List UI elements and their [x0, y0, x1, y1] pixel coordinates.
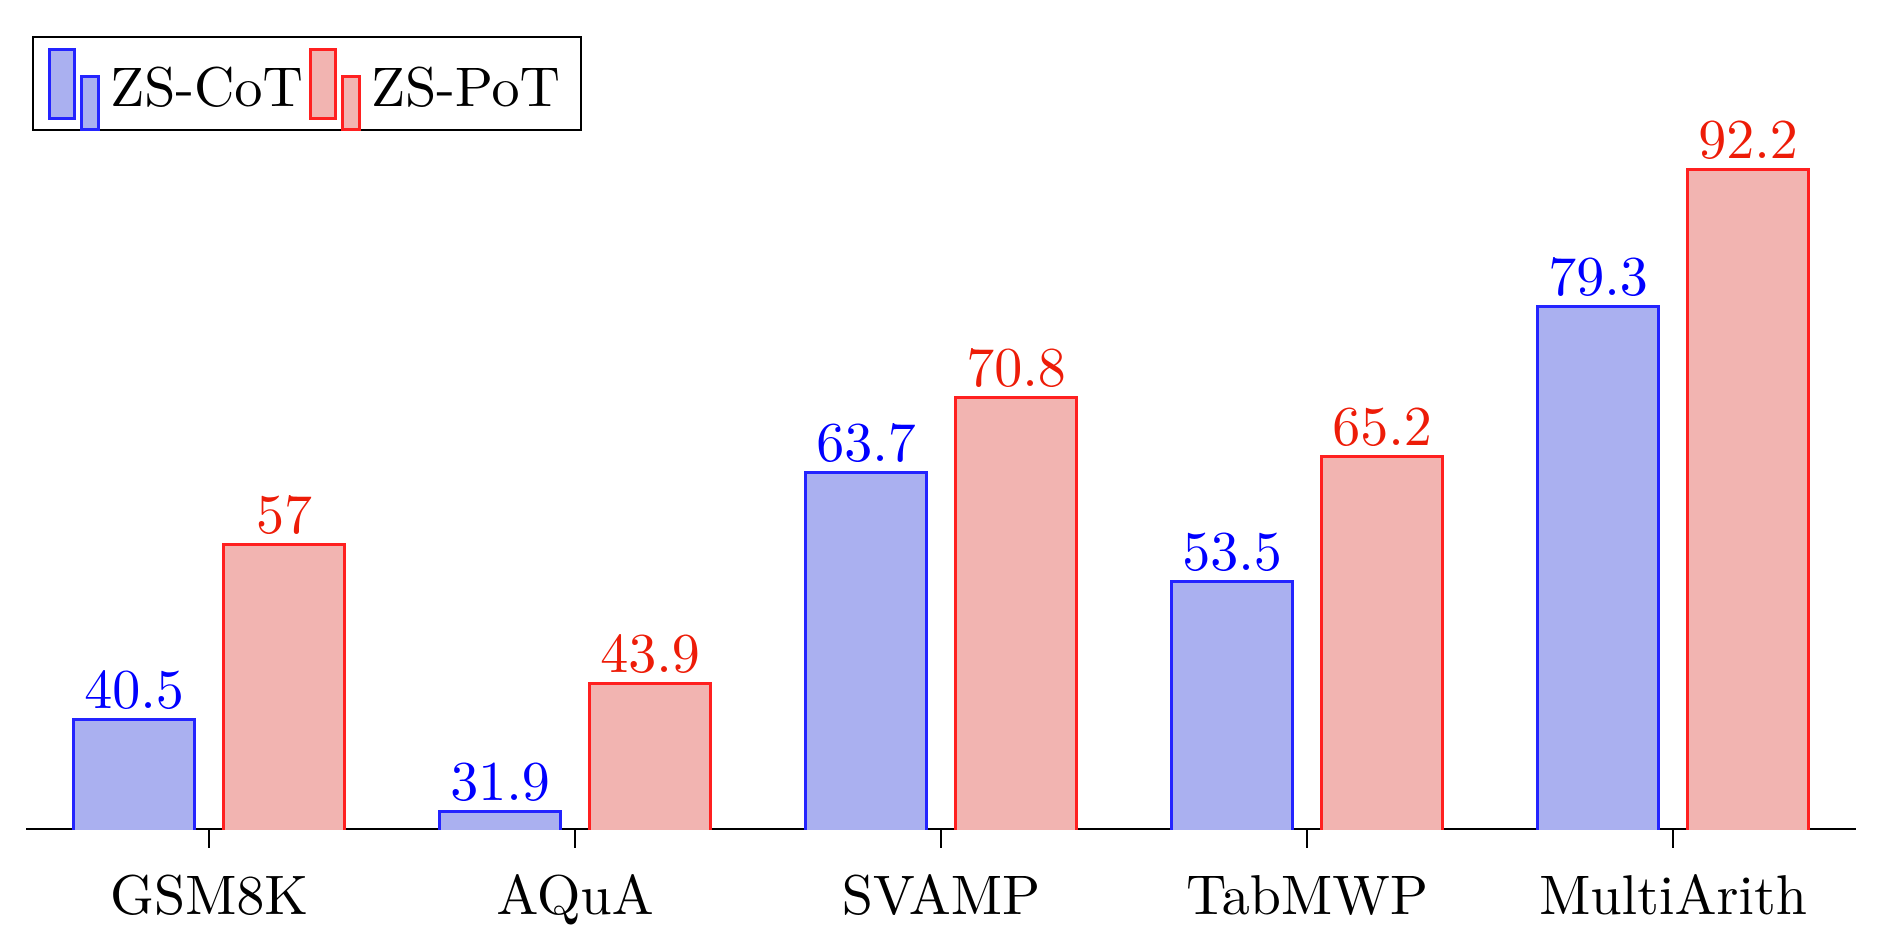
bar-value-label: 40.5 [84, 646, 184, 725]
x-tick [574, 830, 576, 848]
chart-container: GSM8K 40.5 57 AQuA 31.9 43.9 SVAMP 63.7 70.8 TabM… [0, 0, 1880, 936]
legend-item: ZS-CoT [48, 44, 303, 123]
bar-value-label: 57 [256, 471, 312, 550]
bar-value-label: 31.9 [450, 738, 550, 817]
plot-area: GSM8K40.557AQuA31.943.9SVAMP63.770.8TabM… [26, 20, 1856, 830]
legend-swatch [80, 75, 100, 131]
x-tick [940, 830, 942, 848]
legend-swatch [309, 48, 337, 120]
legend-label: ZS-PoT [371, 44, 560, 123]
legend: ZS-CoT ZS-PoT [32, 36, 582, 131]
x-tick [1672, 830, 1674, 848]
category-label: MultiArith [1539, 852, 1807, 931]
bar-value-label: 65.2 [1332, 383, 1432, 462]
bar [588, 682, 712, 830]
bar-value-label: 53.5 [1182, 508, 1282, 587]
bar [222, 543, 346, 830]
bar [1686, 168, 1810, 830]
bar [804, 471, 928, 830]
x-tick [1306, 830, 1308, 848]
category-label: GSM8K [110, 852, 308, 931]
category-label: TabMWP [1186, 852, 1428, 931]
bar-value-label: 43.9 [600, 610, 700, 689]
bar-value-label: 63.7 [816, 399, 916, 478]
legend-label: ZS-CoT [110, 44, 303, 123]
bar [1320, 455, 1444, 830]
bar-value-label: 70.8 [966, 324, 1066, 403]
category-label: SVAMP [842, 852, 1040, 931]
bar [72, 718, 196, 830]
bar-value-label: 92.2 [1698, 96, 1798, 175]
bar [1536, 305, 1660, 830]
bar-value-label: 79.3 [1548, 233, 1648, 312]
legend-item: ZS-PoT [309, 44, 560, 123]
legend-swatch [341, 75, 361, 131]
bar [1170, 580, 1294, 830]
category-label: AQuA [496, 852, 653, 931]
legend-swatch [48, 48, 76, 120]
bar [954, 396, 1078, 830]
x-tick [208, 830, 210, 848]
